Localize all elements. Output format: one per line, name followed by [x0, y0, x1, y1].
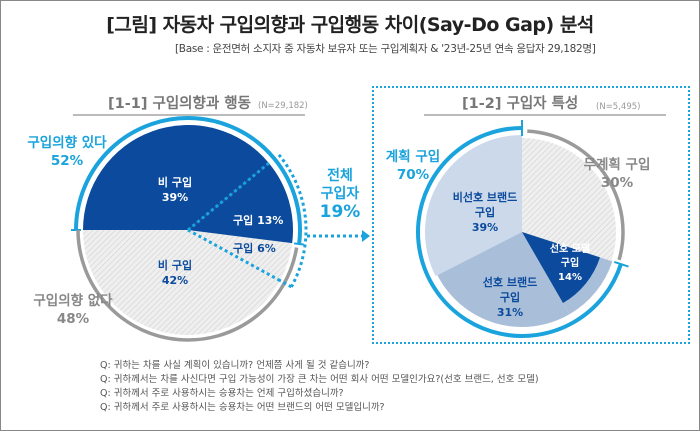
slice-preferred-model: [522, 232, 600, 304]
question-3: Q: 귀하께서 주로 사용하시는 승용차는 언제 구입하셨습니까?: [100, 388, 344, 399]
slice-unplanned: [522, 138, 616, 262]
panel1-underline: [73, 114, 305, 116]
question-2: Q: 귀하께서는 차를 사신다면 구입 가능성이 가장 큰 차는 어떤 회사 어…: [100, 374, 539, 385]
arc-intent-no: [76, 229, 299, 342]
arc-total-buyers-end: [279, 279, 293, 289]
arc-unplanned: [527, 129, 625, 261]
panel2-box: [372, 86, 690, 344]
panel2-title: [1-2] 구입자 특성: [462, 96, 579, 112]
slice-intent-no-buy: [188, 230, 293, 281]
panel1-n: (N=29,182): [258, 101, 308, 111]
slice-nonpreferred-brand: [425, 135, 522, 277]
slice-label-nonpreferred-brand: 비선호 브랜드 구입 39%: [452, 191, 518, 234]
slice-preferred-brand: [437, 232, 570, 327]
arrow-head-icon: [362, 230, 370, 242]
slice-label-nointent-nonbuy: 비 구입 42%: [157, 259, 193, 287]
question-4: Q: 귀하께서 주로 사용하시는 승용차는 어떤 브랜드의 어떤 모델입니까?: [100, 402, 385, 413]
slice-label-intent-nonbuy: 비 구입 39%: [157, 176, 193, 204]
figure-title: [그림] 자동차 구입의향과 구입행동 차이(Say-Do Gap) 분석: [106, 14, 594, 36]
slice-label-intent-buy: 구입 13%: [233, 214, 284, 227]
question-1: Q: 귀하는 차를 사실 계획이 있습니까? 언제쯤 사게 될 것 같습니까?: [100, 360, 370, 371]
arc-intent-yes: [74, 116, 302, 245]
slice-label-preferred-model: 선호 모델 구입 14%: [549, 244, 591, 283]
arc-tick: [613, 261, 629, 268]
slice-intent-yes-nonbuy: [83, 124, 269, 230]
group-label-unplanned: 무계획 구입 30%: [583, 157, 651, 191]
arc-planned: [416, 126, 623, 338]
group-label-planned: 계획 구입 70%: [385, 149, 441, 183]
divider-buy-dotted: [187, 228, 284, 284]
slice-label-nointent-buy: 구입 6%: [233, 242, 276, 255]
group-label-intent-no: 구입의향 없다 48%: [33, 293, 113, 327]
slice-intent-yes-buy: [188, 163, 294, 244]
arc-tick: [294, 242, 305, 246]
panel2-underline: [424, 114, 666, 116]
divider-buy-dotted: [187, 160, 273, 232]
slice-label-preferred-brand: 선호 브랜드 구입 31%: [482, 276, 538, 319]
figure-subtitle: [Base : 운전면허 소지자 중 자동차 보유자 또는 구입계획자 & '2…: [175, 43, 596, 55]
slice-intent-no-nonbuy: [83, 230, 281, 336]
panel2-n: (N=5,495): [596, 102, 641, 112]
total-buyers-callout: 전체 구입자 19%: [319, 168, 361, 222]
group-label-intent-yes: 구입의향 있다 52%: [27, 135, 107, 169]
panel1-title: [1-1] 구입의향과 행동: [108, 96, 251, 112]
